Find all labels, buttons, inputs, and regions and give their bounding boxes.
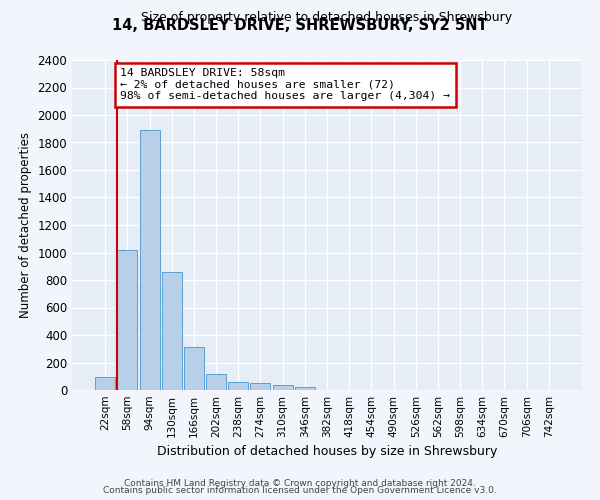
Bar [162,272,182,390]
Bar [250,383,271,390]
Bar [272,385,293,390]
Bar [206,374,226,390]
Bar [95,377,115,390]
Text: Contains public sector information licensed under the Open Government Licence v3: Contains public sector information licen… [103,486,497,495]
Text: 14, BARDSLEY DRIVE, SHREWSBURY, SY2 5NT: 14, BARDSLEY DRIVE, SHREWSBURY, SY2 5NT [112,18,488,32]
Bar [184,346,204,390]
Title: Size of property relative to detached houses in Shrewsbury: Size of property relative to detached ho… [142,11,512,24]
Bar [228,382,248,390]
Bar [140,130,160,390]
X-axis label: Distribution of detached houses by size in Shrewsbury: Distribution of detached houses by size … [157,446,497,458]
Bar [295,387,315,390]
Text: 14 BARDSLEY DRIVE: 58sqm
← 2% of detached houses are smaller (72)
98% of semi-de: 14 BARDSLEY DRIVE: 58sqm ← 2% of detache… [121,68,451,102]
Text: Contains HM Land Registry data © Crown copyright and database right 2024.: Contains HM Land Registry data © Crown c… [124,478,476,488]
Y-axis label: Number of detached properties: Number of detached properties [19,132,32,318]
Bar [118,250,137,390]
